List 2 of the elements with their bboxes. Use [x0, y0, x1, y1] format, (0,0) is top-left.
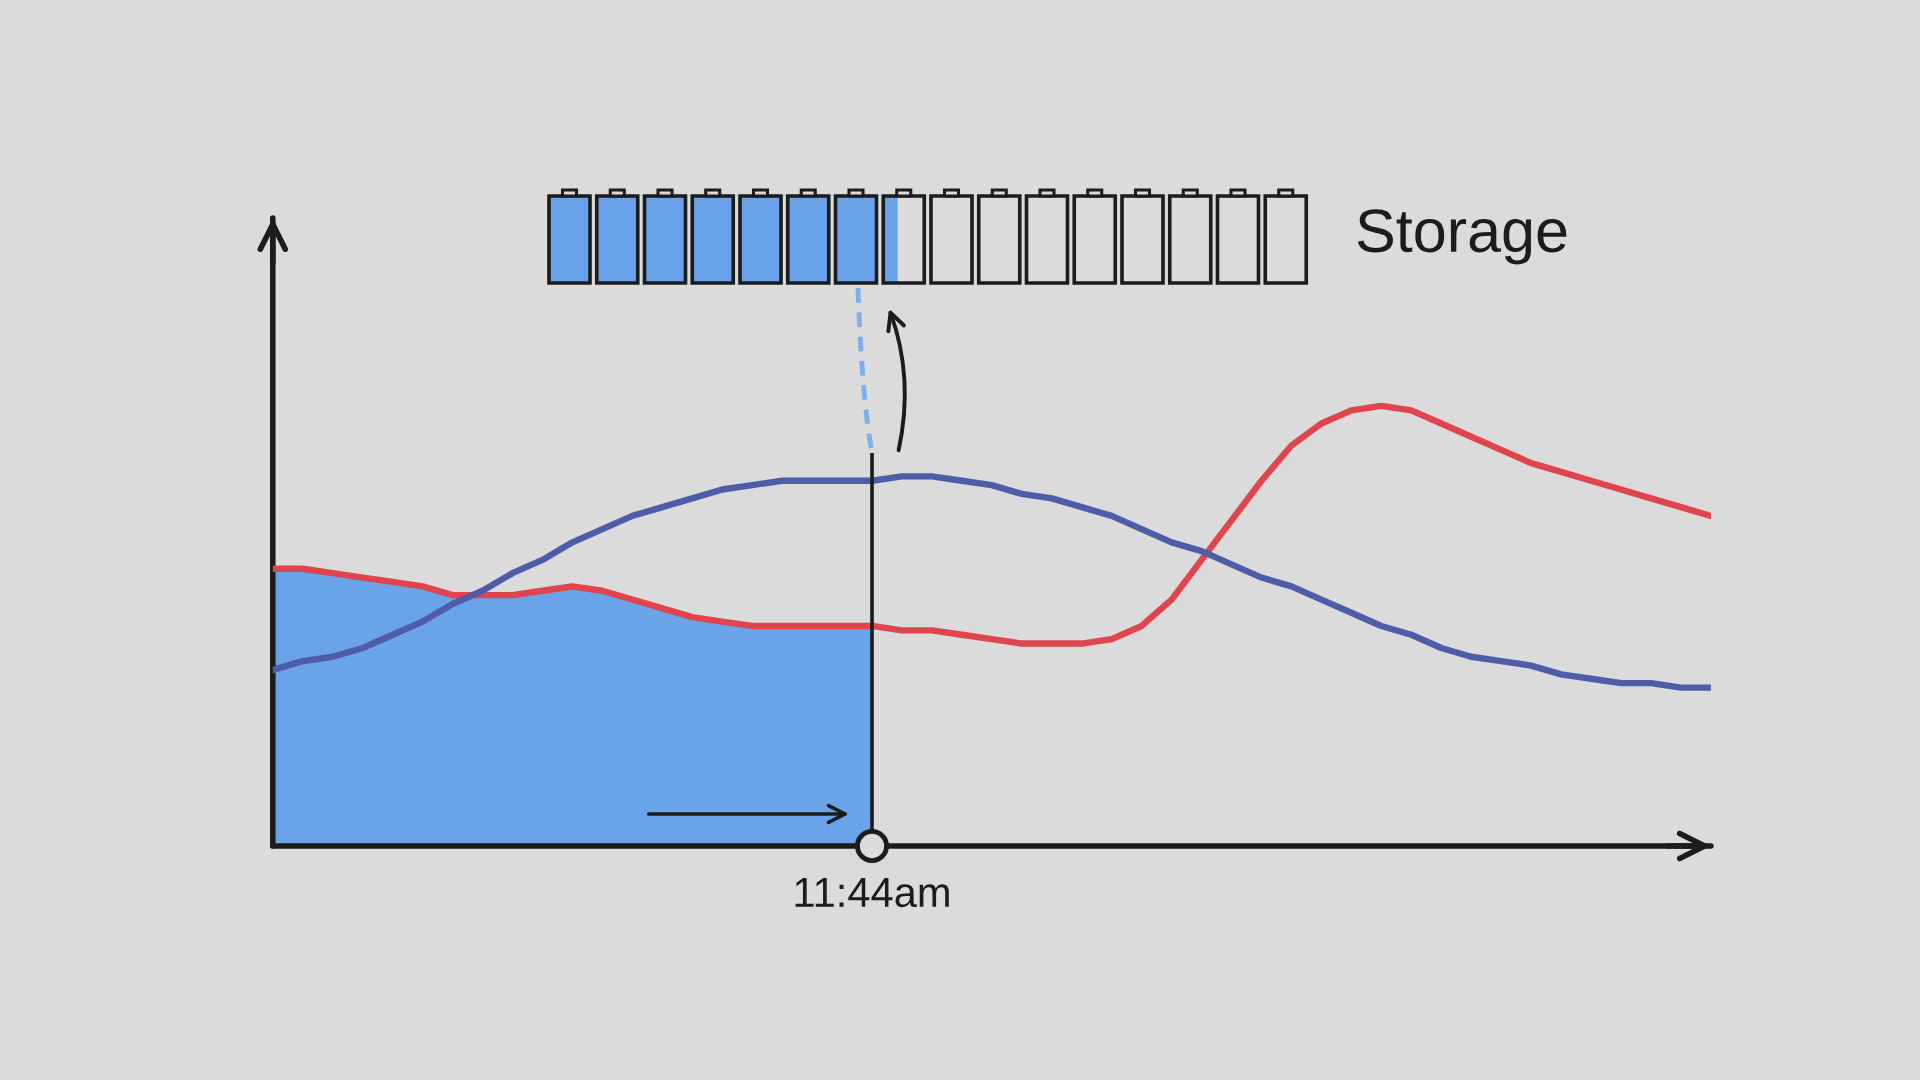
text: Storage	[1357, 209, 1567, 265]
text: 11:44am	[795, 878, 949, 908]
